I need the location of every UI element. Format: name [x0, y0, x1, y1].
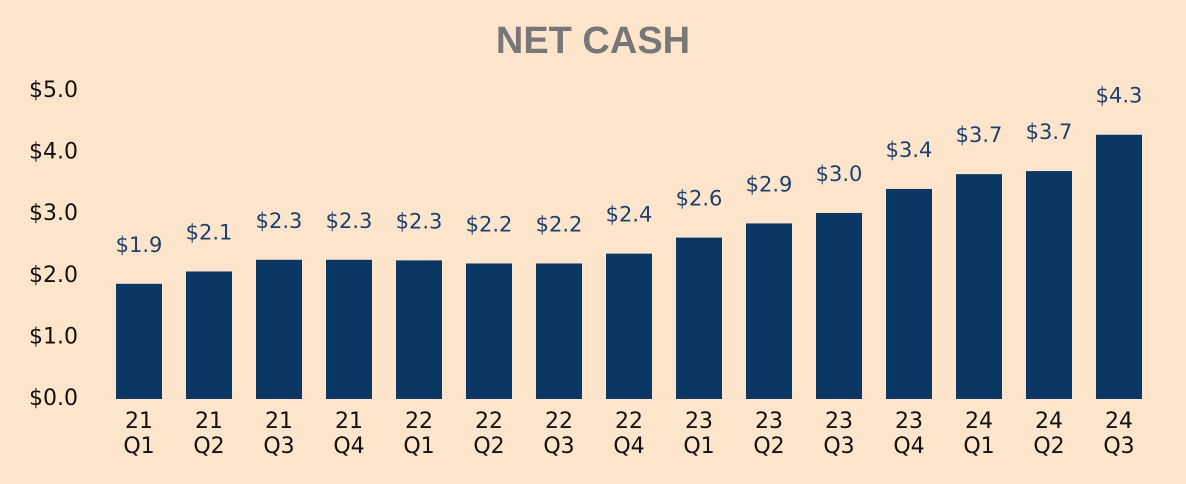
- value-label: $3.4: [886, 138, 933, 162]
- y-tick-label: $1.0: [29, 324, 78, 349]
- x-tick-label: 22: [405, 409, 433, 434]
- x-tick-label: Q4: [333, 434, 364, 459]
- bar: [816, 212, 862, 399]
- bar: [606, 253, 652, 399]
- x-tick-label: Q2: [193, 434, 224, 459]
- x-tick-label: Q3: [263, 434, 294, 459]
- value-label: $2.3: [256, 209, 303, 233]
- x-tick-label: Q1: [683, 434, 714, 459]
- value-label: $2.3: [326, 209, 373, 233]
- chart-title: NET CASH: [496, 20, 690, 62]
- x-tick-label: 21: [265, 409, 293, 434]
- x-tick-label: Q4: [613, 434, 644, 459]
- x-tick-label: 23: [825, 409, 853, 434]
- x-tick-label: Q1: [403, 434, 434, 459]
- bar: [886, 188, 932, 399]
- y-tick-label: $5.0: [29, 78, 78, 103]
- value-label: $3.7: [956, 123, 1003, 147]
- value-label: $4.3: [1096, 84, 1143, 108]
- value-label: $3.7: [1026, 120, 1073, 144]
- value-label: $2.6: [676, 187, 723, 211]
- value-label: $2.4: [606, 203, 653, 227]
- x-tick-label: 22: [615, 409, 643, 434]
- bar: [396, 260, 442, 399]
- bar: [256, 259, 302, 399]
- value-label: $2.9: [746, 172, 793, 196]
- bar: [326, 259, 372, 399]
- bar: [1096, 134, 1142, 399]
- x-tick-label: Q3: [543, 434, 574, 459]
- x-tick-label: Q2: [1033, 434, 1064, 459]
- value-label: $1.9: [116, 233, 163, 257]
- x-tick-label: 24: [1105, 409, 1133, 434]
- x-tick-label: 22: [545, 409, 573, 434]
- x-tick-label: Q1: [963, 434, 994, 459]
- x-tick-label: 21: [335, 409, 363, 434]
- x-tick-label: Q2: [473, 434, 504, 459]
- y-tick-label: $2.0: [29, 263, 78, 288]
- x-tick-label: Q2: [753, 434, 784, 459]
- x-tick-label: Q1: [123, 434, 154, 459]
- bar: [466, 263, 512, 399]
- x-tick-label: 22: [475, 409, 503, 434]
- value-label: $2.2: [536, 212, 583, 236]
- x-tick-label: Q3: [1103, 434, 1134, 459]
- bar: [1026, 171, 1072, 399]
- y-tick-label: $0.0: [29, 386, 78, 411]
- value-label: $2.3: [396, 209, 443, 233]
- bar: [536, 263, 582, 399]
- y-tick-label: $4.0: [29, 140, 78, 165]
- x-tick-label: 23: [895, 409, 923, 434]
- bar: [956, 174, 1002, 399]
- value-label: $2.1: [186, 220, 233, 244]
- value-label: $3.0: [816, 162, 863, 186]
- bar: [746, 223, 792, 399]
- y-tick-label: $3.0: [29, 201, 78, 226]
- x-tick-label: 21: [125, 409, 153, 434]
- x-tick-label: Q3: [823, 434, 854, 459]
- bar: [186, 271, 232, 399]
- bar: [676, 237, 722, 399]
- x-tick-label: 21: [195, 409, 223, 434]
- x-tick-label: 24: [1035, 409, 1063, 434]
- x-tick-label: Q4: [893, 434, 924, 459]
- x-tick-label: 23: [685, 409, 713, 434]
- x-tick-label: 23: [755, 409, 783, 434]
- value-label: $2.2: [466, 212, 513, 236]
- x-tick-label: 24: [965, 409, 993, 434]
- bar: [116, 283, 162, 399]
